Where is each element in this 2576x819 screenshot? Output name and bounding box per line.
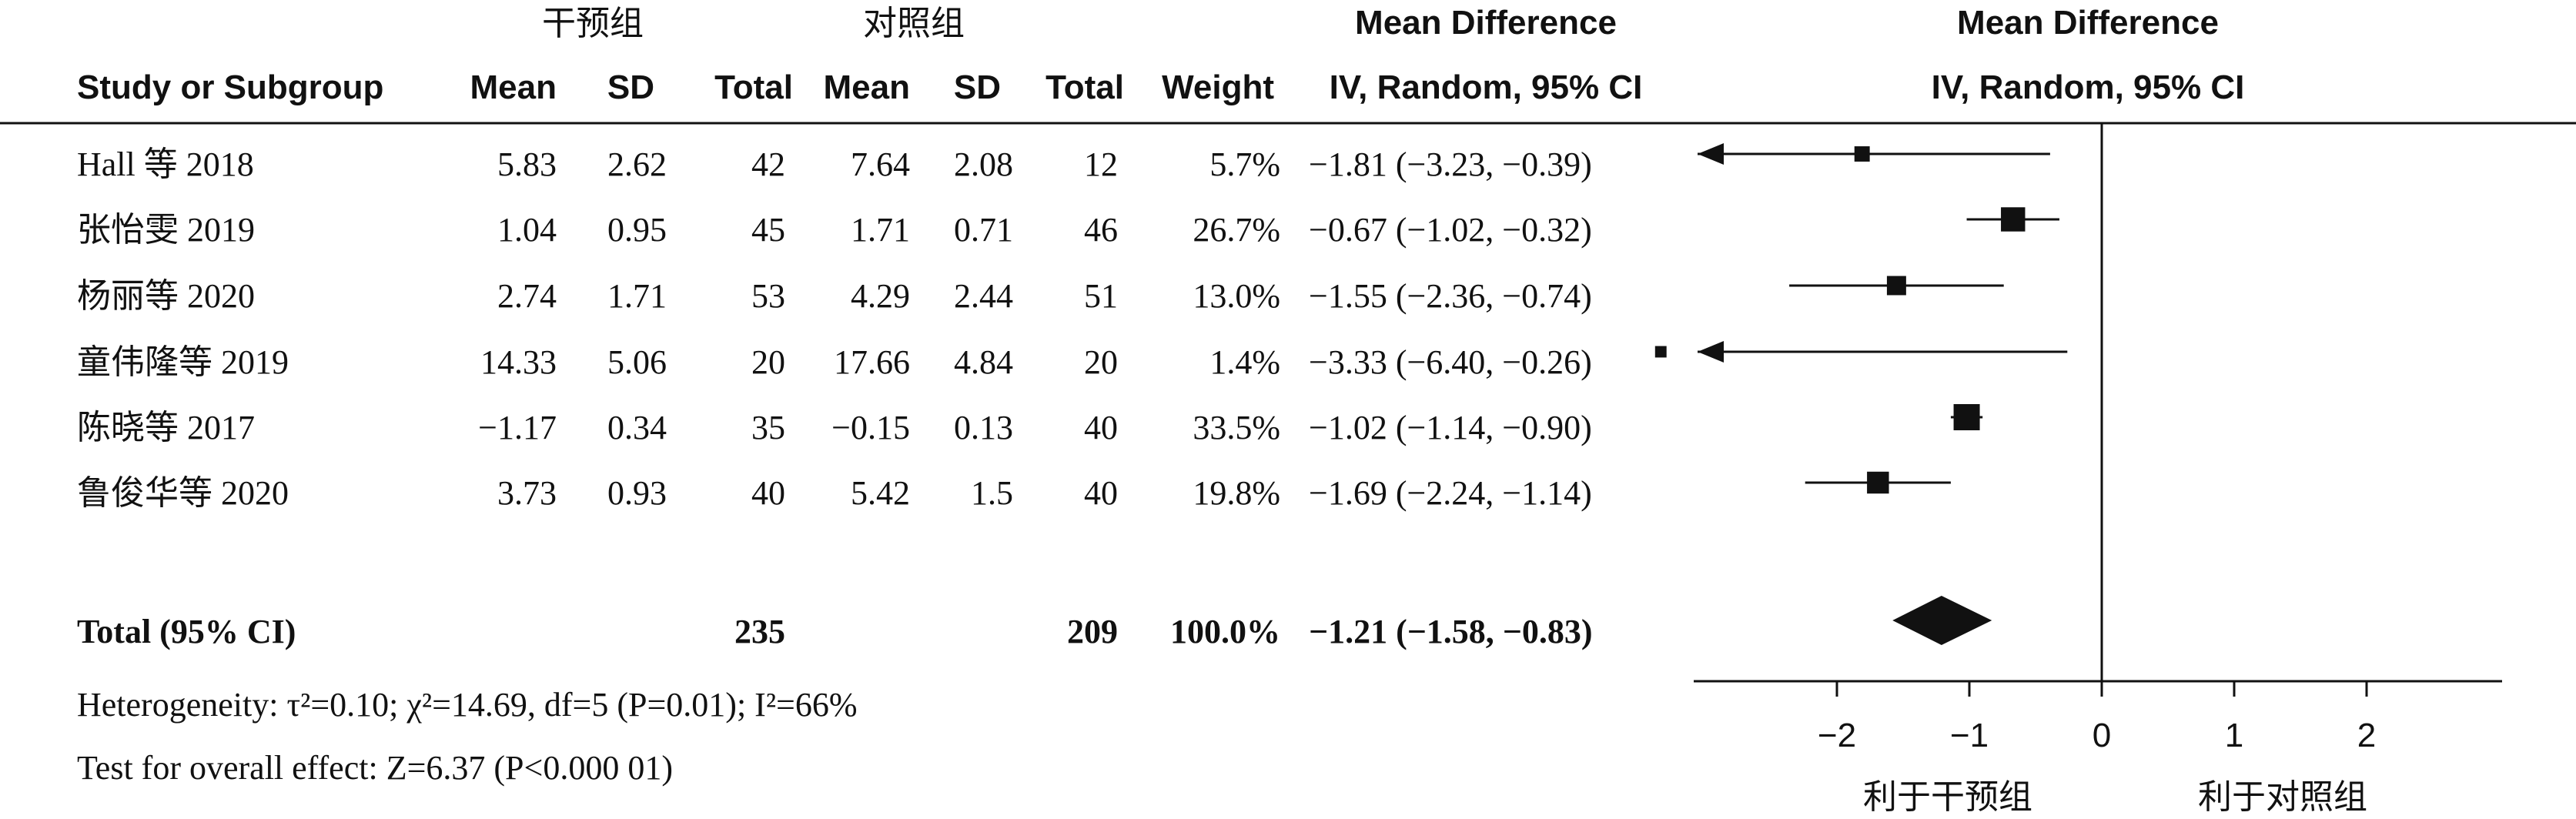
study-sd1: 5.06: [607, 343, 667, 381]
point-estimate-square: [1953, 404, 1980, 430]
study-mean2: 4.29: [851, 277, 910, 315]
study-mean2: 17.66: [834, 343, 910, 381]
study-weight: 19.8%: [1193, 474, 1280, 512]
study-sd1: 0.93: [607, 474, 667, 512]
study-ci: −1.55 (−2.36, −0.74): [1309, 277, 1592, 315]
study-total2: 12: [1084, 145, 1118, 183]
study-total2: 40: [1084, 409, 1118, 446]
study-sd1: 0.95: [607, 211, 667, 249]
header-mean2: Mean: [824, 69, 910, 106]
ci-arrow: [1698, 143, 1724, 165]
study-sd2: 0.71: [954, 211, 1013, 249]
study-ci: −1.69 (−2.24, −1.14): [1309, 474, 1592, 512]
header-method: IV, Random, 95% CI: [1330, 69, 1643, 106]
total-label: Total (95% CI): [77, 613, 296, 650]
study-total1: 53: [751, 277, 785, 315]
study-name: 张怡雯 2019: [77, 211, 255, 249]
study-rows: Hall 等 2018 5.83 2.62 42 7.64 2.08 12 5.7% −1.81…: [77, 145, 1592, 512]
study-weight: 26.7%: [1193, 211, 1280, 249]
total-ci: −1.21 (−1.58, −0.83): [1309, 613, 1593, 650]
study-total1: 42: [751, 145, 785, 183]
study-mean1: 5.83: [497, 145, 557, 183]
header-mean1: Mean: [470, 69, 557, 106]
study-name: 童伟隆等 2019: [77, 343, 289, 381]
study-mean2: 5.42: [851, 474, 910, 512]
header-control-group: 对照组: [863, 4, 965, 43]
header-method-plot: IV, Random, 95% CI: [1932, 69, 2245, 106]
study-total1: 40: [751, 474, 785, 512]
study-total2: 20: [1084, 343, 1118, 381]
study-sd2: 4.84: [954, 343, 1013, 381]
study-total2: 40: [1084, 474, 1118, 512]
header-md-top-plot: Mean Difference: [1957, 4, 2219, 42]
total-total1: 235: [734, 613, 785, 650]
study-name: 杨丽等 2020: [77, 277, 255, 315]
heterogeneity-text: Heterogeneity: τ²=0.10; χ²=14.69, df=5 (…: [77, 686, 857, 724]
study-mean1: 14.33: [480, 343, 557, 381]
study-mean1: −1.17: [478, 409, 557, 446]
study-total1: 20: [751, 343, 785, 381]
header-total1: Total: [714, 69, 793, 106]
point-estimate-square: [1654, 346, 1667, 358]
study-mean1: 2.74: [497, 277, 557, 315]
study-sd2: 2.44: [954, 277, 1013, 315]
ci-arrow: [1698, 341, 1724, 363]
study-sd2: 1.5: [971, 474, 1013, 512]
study-total2: 46: [1084, 211, 1118, 249]
point-estimate-square: [2001, 207, 2026, 232]
x-axis-ticks: −2 −1 0 1 2: [1818, 681, 2376, 754]
study-ci: −3.33 (−6.40, −0.26): [1309, 343, 1592, 381]
study-mean2: 7.64: [851, 145, 910, 183]
x-tick-label: 1: [2225, 717, 2243, 754]
study-sd1: 0.34: [607, 409, 667, 446]
study-weight: 5.7%: [1209, 145, 1280, 183]
study-total1: 45: [751, 211, 785, 249]
study-ci: −1.81 (−3.23, −0.39): [1309, 145, 1592, 183]
study-mean1: 3.73: [497, 474, 557, 512]
study-mean1: 1.04: [497, 211, 557, 249]
study-name: 陈晓等 2017: [77, 409, 255, 446]
x-tick-label: 2: [2357, 717, 2376, 754]
pooled-diamond: [1892, 596, 1992, 645]
header-study: Study or Subgroup: [77, 69, 383, 106]
study-sd1: 2.62: [607, 145, 667, 183]
total-total2: 209: [1067, 613, 1118, 650]
study-weight: 1.4%: [1209, 343, 1280, 381]
study-sd1: 1.71: [607, 277, 667, 315]
header-weight: Weight: [1162, 69, 1274, 106]
header-sd1: SD: [607, 69, 654, 106]
study-mean2: −0.15: [831, 409, 910, 446]
plot-marks: [1654, 143, 2068, 645]
study-total1: 35: [751, 409, 785, 446]
header-sd2: SD: [954, 69, 1001, 106]
forest-plot-area: −2 −1 0 1 2 利于干预组 利于对照组: [1654, 123, 2502, 817]
favours-right-label: 利于对照组: [2198, 777, 2367, 817]
study-name: Hall 等 2018: [77, 145, 254, 183]
x-tick-label: −1: [1950, 717, 1989, 754]
header-intervention-group: 干预组: [542, 4, 644, 43]
study-sd2: 0.13: [954, 409, 1013, 446]
x-tick-label: 0: [2093, 717, 2111, 754]
study-weight: 13.0%: [1193, 277, 1280, 315]
study-ci: −0.67 (−1.02, −0.32): [1309, 211, 1592, 249]
study-weight: 33.5%: [1193, 409, 1280, 446]
point-estimate-square: [1867, 471, 1889, 494]
overall-effect-text: Test for overall effect: Z=6.37 (P<0.000…: [77, 749, 673, 787]
header-total2: Total: [1045, 69, 1124, 106]
header-md-top: Mean Difference: [1355, 4, 1617, 42]
point-estimate-square: [1854, 146, 1870, 162]
study-sd2: 2.08: [954, 145, 1013, 183]
study-name: 鲁俊华等 2020: [77, 474, 289, 512]
study-ci: −1.02 (−1.14, −0.90): [1309, 409, 1592, 446]
point-estimate-square: [1886, 276, 1906, 296]
study-mean2: 1.71: [851, 211, 910, 249]
total-weight: 100.0%: [1170, 613, 1280, 650]
x-tick-label: −2: [1818, 717, 1856, 754]
study-total2: 51: [1084, 277, 1118, 315]
favours-left-label: 利于干预组: [1863, 777, 2032, 817]
